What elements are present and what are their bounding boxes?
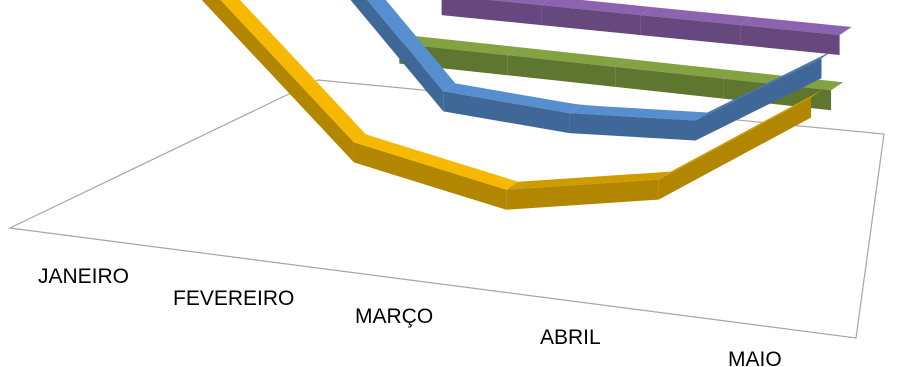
category-label: JANEIRO [38,265,129,288]
series-layer [202,0,852,210]
chart-floor [10,80,884,338]
category-label: FEVEREIRO [173,287,294,310]
category-label: MAIO [728,348,782,367]
category-label: MARÇO [355,305,433,328]
category-label: ABRIL [540,326,601,349]
ribbon-front-face [442,0,541,25]
